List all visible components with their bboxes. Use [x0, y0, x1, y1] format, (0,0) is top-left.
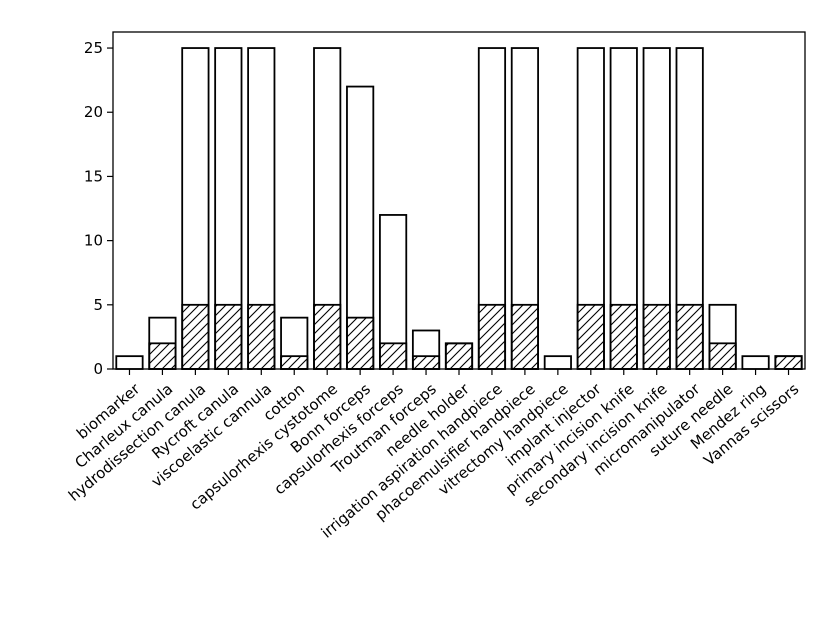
bar-hatched: [148, 342, 177, 370]
bar-hatched: [411, 355, 441, 370]
bar-hatched: [609, 303, 638, 370]
bar-hatched: [181, 303, 210, 370]
bar-hatched: [774, 355, 803, 370]
y-tick-label: 25: [84, 39, 103, 57]
bar-total: [543, 355, 572, 370]
bar-hatched: [346, 316, 375, 370]
y-tick-label: 20: [84, 103, 103, 121]
y-tick-label: 0: [93, 360, 103, 378]
bar-hatched: [576, 303, 605, 370]
bar-hatched: [214, 303, 243, 370]
y-tick-label: 15: [84, 167, 103, 185]
bar-hatched: [642, 303, 671, 370]
bar-total: [741, 355, 770, 370]
bar-total: [115, 355, 144, 370]
bar-hatched: [280, 355, 309, 370]
bar-hatched: [444, 342, 474, 370]
bar-hatched: [477, 303, 507, 370]
bars-hatched-series: [148, 303, 803, 370]
y-tick-label: 5: [93, 296, 103, 314]
bar-hatched: [247, 303, 276, 370]
bar-hatched: [675, 303, 704, 370]
bar-hatched: [313, 303, 342, 370]
bar-hatched: [379, 342, 408, 370]
bar-hatched: [510, 303, 539, 370]
bar-hatched: [708, 342, 737, 370]
y-tick-label: 10: [84, 232, 103, 250]
y-axis: 0 5 10 15 20 25: [84, 39, 113, 378]
